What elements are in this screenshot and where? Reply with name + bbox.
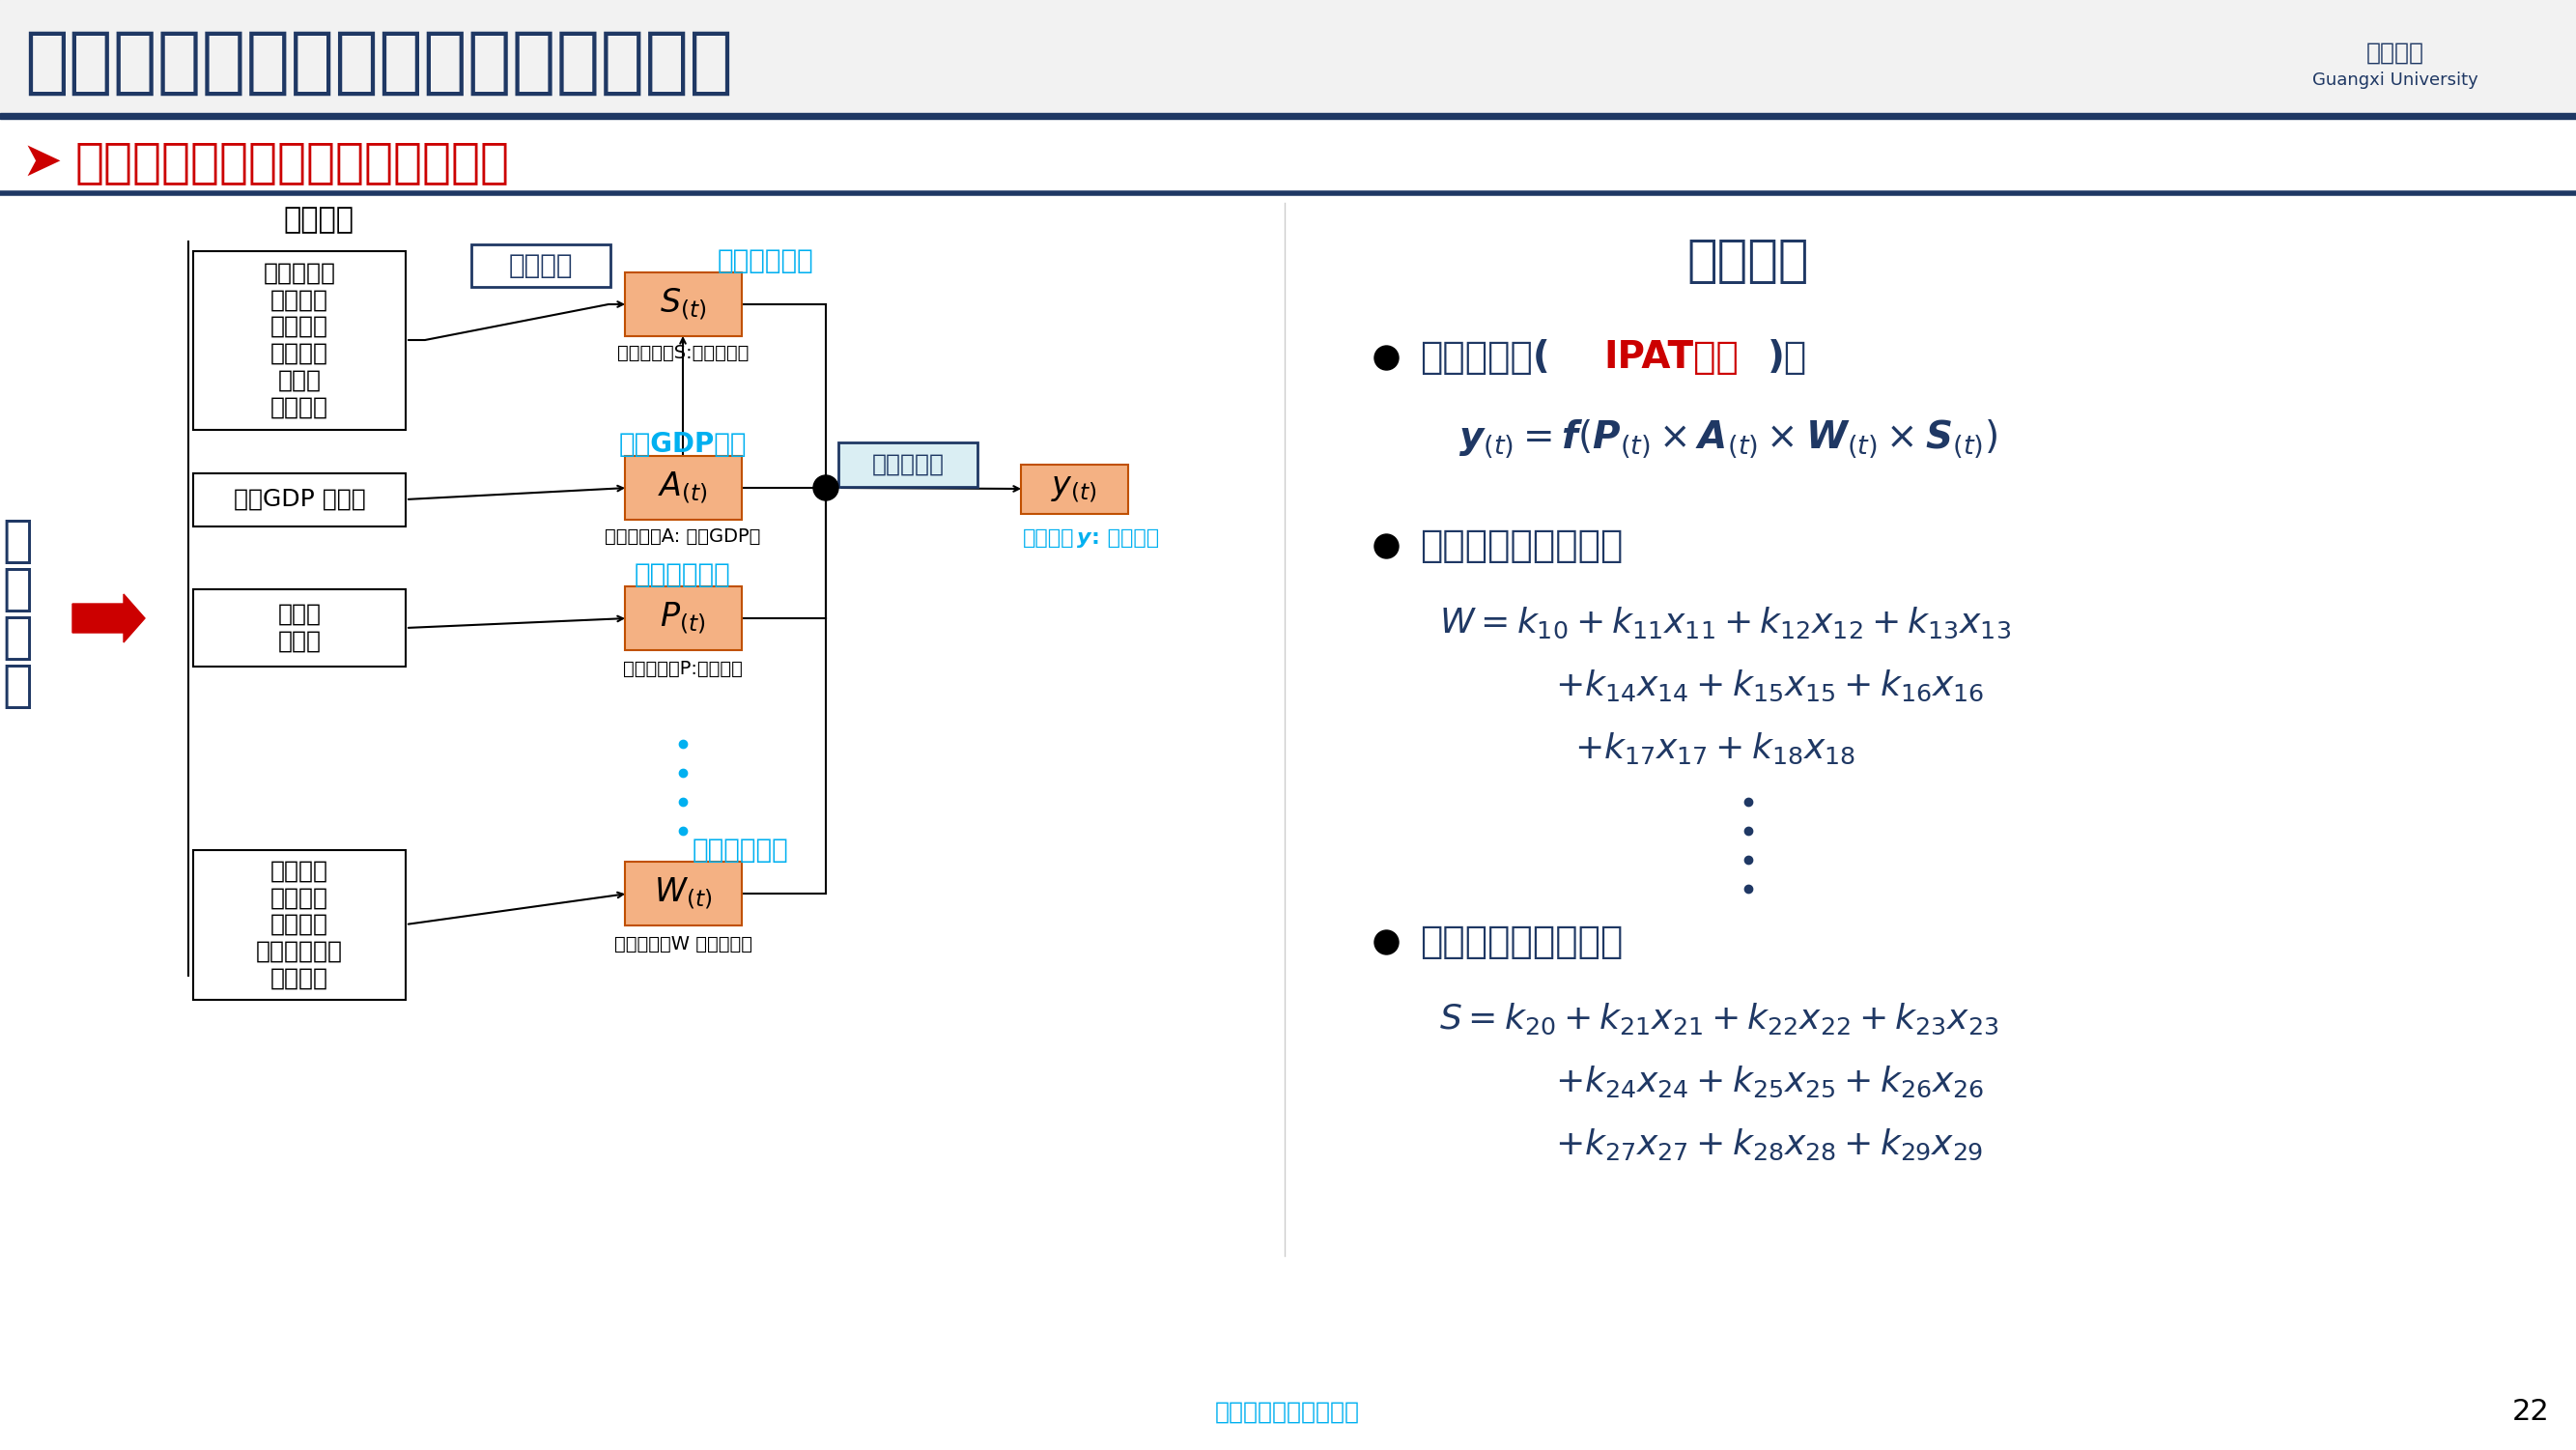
Bar xyxy=(0,113,2576,119)
Text: 能源结构模块方程：: 能源结构模块方程： xyxy=(1419,924,1623,960)
Text: ➤: ➤ xyxy=(21,139,62,186)
Text: （状态变量A: 人均GDP）: （状态变量A: 人均GDP） xyxy=(605,526,760,545)
Text: 《电工技术学报》发布: 《电工技术学报》发布 xyxy=(1216,1401,1360,1424)
Text: （辅助变量S:电能占比）: （辅助变量S:电能占比） xyxy=(618,344,750,362)
Text: 人均GDP模块: 人均GDP模块 xyxy=(618,431,747,458)
FancyBboxPatch shape xyxy=(471,245,611,287)
Text: 广西大学: 广西大学 xyxy=(2367,42,2424,65)
FancyBboxPatch shape xyxy=(837,442,976,487)
Bar xyxy=(193,850,404,1000)
Text: $S_{(t)}$: $S_{(t)}$ xyxy=(659,287,706,322)
FancyBboxPatch shape xyxy=(626,586,742,650)
Text: 用电量方程: 用电量方程 xyxy=(871,452,945,476)
Text: $+k_{27}x_{27} + k_{28}x_{28} + k_{29}x_{29}$: $+k_{27}x_{27} + k_{28}x_{28} + k_{29}x_… xyxy=(1556,1127,1984,1163)
FancyBboxPatch shape xyxy=(626,273,742,336)
Text: Guangxi University: Guangxi University xyxy=(2313,71,2478,88)
Text: $S = k_{20} + k_{21}x_{21} + k_{22}x_{22} + k_{23}x_{23}$: $S = k_{20} + k_{21}x_{21} + k_{22}x_{22… xyxy=(1440,1002,1999,1037)
Text: 基于系统动力学的负荷演化预测研究: 基于系统动力学的负荷演化预测研究 xyxy=(23,28,734,99)
Text: 演化方程: 演化方程 xyxy=(1687,236,1808,286)
Text: 关: 关 xyxy=(3,612,33,663)
Text: 人口数量模块: 人口数量模块 xyxy=(634,561,732,589)
Text: : 年用电量: : 年用电量 xyxy=(1092,528,1159,548)
Text: 能源强度模块: 能源强度模块 xyxy=(693,837,788,864)
Text: $y_{(t)}$: $y_{(t)}$ xyxy=(1051,473,1097,505)
Bar xyxy=(193,589,404,667)
FancyBboxPatch shape xyxy=(1020,464,1128,513)
Text: y: y xyxy=(1077,528,1092,548)
Text: （状态变量P:人口数量: （状态变量P:人口数量 xyxy=(623,660,742,677)
Text: $A_{(t)}$: $A_{(t)}$ xyxy=(657,470,708,506)
Text: 技术进步
环保政策
产业结构
一次能源结构
能源价格: 技术进步 环保政策 产业结构 一次能源结构 能源价格 xyxy=(255,860,343,990)
Bar xyxy=(193,473,404,526)
Text: $+k_{17}x_{17} + k_{18}x_{18}$: $+k_{17}x_{17} + k_{18}x_{18}$ xyxy=(1574,731,1855,766)
Text: 化: 化 xyxy=(3,564,33,615)
Text: 出生率
死亡率: 出生率 死亡率 xyxy=(278,603,322,653)
Text: 人均GDP 增长率: 人均GDP 增长率 xyxy=(234,487,366,510)
Circle shape xyxy=(814,476,837,500)
Text: $+k_{24}x_{24} + k_{25}x_{25} + k_{26}x_{26}$: $+k_{24}x_{24} + k_{25}x_{25} + k_{26}x_… xyxy=(1556,1064,1984,1099)
Text: 辅助变量: 辅助变量 xyxy=(1023,528,1074,548)
Text: 演: 演 xyxy=(3,516,33,566)
Text: )：: )： xyxy=(1767,339,1808,376)
FancyBboxPatch shape xyxy=(626,861,742,925)
Text: 能源强度模块方程：: 能源强度模块方程： xyxy=(1419,528,1623,564)
Text: $P_{(t)}$: $P_{(t)}$ xyxy=(659,600,706,637)
Text: 影响因素: 影响因素 xyxy=(283,206,353,235)
Text: 用电量方程(: 用电量方程( xyxy=(1419,339,1551,376)
FancyArrow shape xyxy=(72,594,144,642)
Text: $+k_{14}x_{14} + k_{15}x_{15} + k_{16}x_{16}$: $+k_{14}x_{14} + k_{15}x_{15} + k_{16}x_… xyxy=(1556,668,1984,703)
Text: 新能源发展
技术进步
环保政策
经济发展
城镇化
能源价格: 新能源发展 技术进步 环保政策 经济发展 城镇化 能源价格 xyxy=(263,261,335,419)
Text: $W = k_{10} + k_{11}x_{11} + k_{12}x_{12} + k_{13}x_{13}$: $W = k_{10} + k_{11}x_{11} + k_{12}x_{12… xyxy=(1440,606,2012,641)
Text: （辅助变量W 能源强度）: （辅助变量W 能源强度） xyxy=(613,935,752,953)
Text: 能源结构模块: 能源结构模块 xyxy=(716,248,814,274)
Bar xyxy=(0,0,2576,116)
Text: 22: 22 xyxy=(2512,1398,2550,1427)
Text: 基于系统动力学的用电量演化方程: 基于系统动力学的用电量演化方程 xyxy=(75,139,510,186)
Text: $W_{(t)}$: $W_{(t)}$ xyxy=(654,876,711,912)
Text: IPAT方程: IPAT方程 xyxy=(1602,339,1739,376)
Bar xyxy=(193,251,404,429)
Text: 系: 系 xyxy=(3,661,33,710)
Text: 模块方程: 模块方程 xyxy=(510,252,572,280)
FancyBboxPatch shape xyxy=(626,455,742,519)
Text: $\boldsymbol{y}_{(t)} = \boldsymbol{f}(\boldsymbol{P}_{(t)} \times \boldsymbol{A: $\boldsymbol{y}_{(t)} = \boldsymbol{f}(\… xyxy=(1458,418,1996,461)
Bar xyxy=(0,0,2576,116)
